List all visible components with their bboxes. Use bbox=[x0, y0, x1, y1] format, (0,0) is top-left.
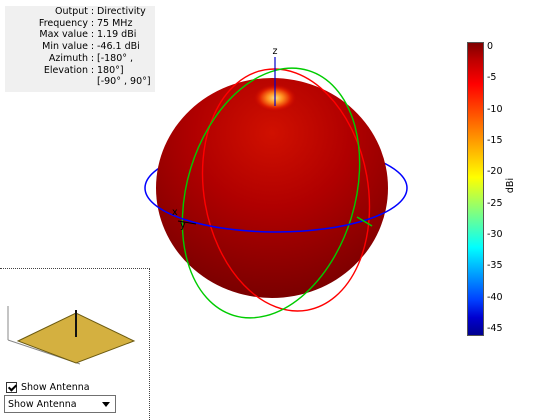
checkbox-checked-icon[interactable] bbox=[6, 381, 17, 393]
info-row-min-value: Min value : -46.1 dBi bbox=[5, 41, 155, 53]
x-axis-label: x bbox=[172, 207, 178, 218]
colorbar-tick: -40 bbox=[487, 292, 503, 303]
y-axis-label: y bbox=[180, 220, 186, 231]
info-key: Elevation bbox=[43, 64, 88, 76]
azimuth-ring-front bbox=[144, 187, 408, 233]
colorbar-tick: -20 bbox=[487, 166, 503, 177]
x-axis bbox=[177, 220, 197, 225]
colorbar bbox=[467, 42, 484, 336]
elevation-ring-red bbox=[201, 68, 371, 312]
info-key: Output bbox=[55, 6, 88, 17]
info-key: Azimuth bbox=[48, 52, 88, 64]
info-key: Min value bbox=[42, 41, 88, 53]
dropdown-selected-value: Show Antenna bbox=[8, 398, 77, 410]
info-value: 75 MHz bbox=[97, 17, 133, 29]
info-value: 1.19 dBi bbox=[97, 29, 137, 41]
plot-info-panel: Output : Directivity Frequency : 75 MHz … bbox=[5, 6, 155, 92]
info-value: 180°] bbox=[97, 64, 124, 76]
info-value: Directivity bbox=[97, 6, 146, 17]
info-row-elevation-range: [-90° , 90°] bbox=[5, 76, 155, 88]
antenna-preview-panel bbox=[0, 268, 150, 420]
colorbar-tick: -15 bbox=[487, 135, 503, 146]
show-antenna-label: Show Antenna bbox=[21, 381, 90, 393]
info-key: Frequency bbox=[38, 17, 88, 29]
colorbar-units-label: dBi bbox=[505, 177, 517, 194]
colorbar-tick: -45 bbox=[487, 323, 503, 334]
info-key: Max value bbox=[39, 29, 88, 41]
show-antenna-checkbox[interactable]: Show Antenna bbox=[6, 380, 90, 394]
info-row-output: Output : Directivity bbox=[5, 6, 155, 18]
z-axis-label: z bbox=[273, 46, 278, 57]
chevron-down-icon[interactable] bbox=[102, 401, 110, 407]
y-axis-marker bbox=[356, 216, 373, 227]
info-value: -46.1 dBi bbox=[97, 41, 140, 53]
info-row-frequency: Frequency : 75 MHz bbox=[5, 18, 155, 30]
colorbar-tick: -5 bbox=[487, 72, 497, 83]
info-value: [-180° , bbox=[97, 52, 134, 64]
info-row-elevation: Elevation : 180°] bbox=[5, 65, 155, 77]
elevation-ring-green bbox=[181, 67, 361, 319]
antenna-preview bbox=[7, 306, 136, 365]
info-row-max-value: Max value : 1.19 dBi bbox=[5, 29, 155, 41]
colorbar-tick: -25 bbox=[487, 198, 503, 209]
colorbar-tick: -35 bbox=[487, 260, 503, 271]
antenna-display-dropdown[interactable]: Show Antenna bbox=[4, 395, 116, 413]
colorbar-tick: -10 bbox=[487, 104, 503, 115]
info-value: [-90° , 90°] bbox=[97, 76, 151, 88]
directivity-sphere bbox=[156, 78, 388, 298]
colorbar-tick: -30 bbox=[487, 229, 503, 240]
info-row-azimuth: Azimuth : [-180° , bbox=[5, 53, 155, 65]
antenna-ground-plane bbox=[16, 312, 136, 364]
colorbar-tick: 0 bbox=[487, 41, 494, 52]
